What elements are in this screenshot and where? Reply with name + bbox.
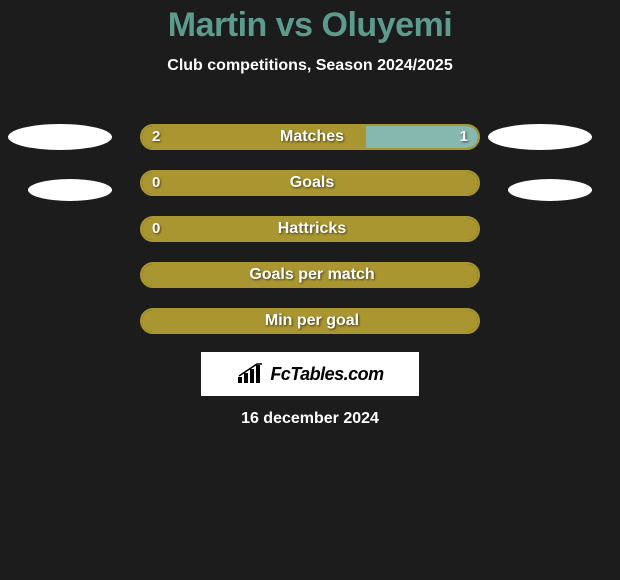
stat-row: Min per goal — [0, 308, 620, 336]
brand-badge: FcTables.com — [201, 352, 419, 396]
date-line: 16 december 2024 — [0, 410, 620, 428]
stat-bar-left — [142, 264, 478, 286]
stat-bar-track: Min per goal — [140, 308, 480, 334]
stat-rows: 21Matches0Goals0HattricksGoals per match… — [0, 124, 620, 354]
stat-value-left: 0 — [152, 218, 160, 240]
stat-row: 0Goals — [0, 170, 620, 198]
subtitle: Club competitions, Season 2024/2025 — [0, 57, 620, 75]
stat-value-left: 2 — [152, 126, 160, 148]
stat-bar-left — [142, 172, 478, 194]
comparison-infographic: Martin vs Oluyemi Club competitions, Sea… — [0, 0, 620, 580]
player2-name: Oluyemi — [322, 6, 453, 44]
vs-word: vs — [276, 6, 313, 44]
stat-bar-left — [142, 218, 478, 240]
stat-bar-track: 0Hattricks — [140, 216, 480, 242]
stat-value-right: 1 — [460, 126, 468, 148]
brand-text: FcTables.com — [270, 364, 383, 385]
stat-bar-left — [142, 310, 478, 332]
stat-bar-track: Goals per match — [140, 262, 480, 288]
stat-row: 0Hattricks — [0, 216, 620, 244]
page-title: Martin vs Oluyemi — [0, 0, 620, 45]
stat-bar-track: 21Matches — [140, 124, 480, 150]
stat-value-left: 0 — [152, 172, 160, 194]
player1-name: Martin — [168, 6, 267, 44]
stat-bar-track: 0Goals — [140, 170, 480, 196]
bars-icon — [236, 363, 264, 385]
stat-bar-left — [142, 126, 366, 148]
stat-row: Goals per match — [0, 262, 620, 290]
stat-row: 21Matches — [0, 124, 620, 152]
